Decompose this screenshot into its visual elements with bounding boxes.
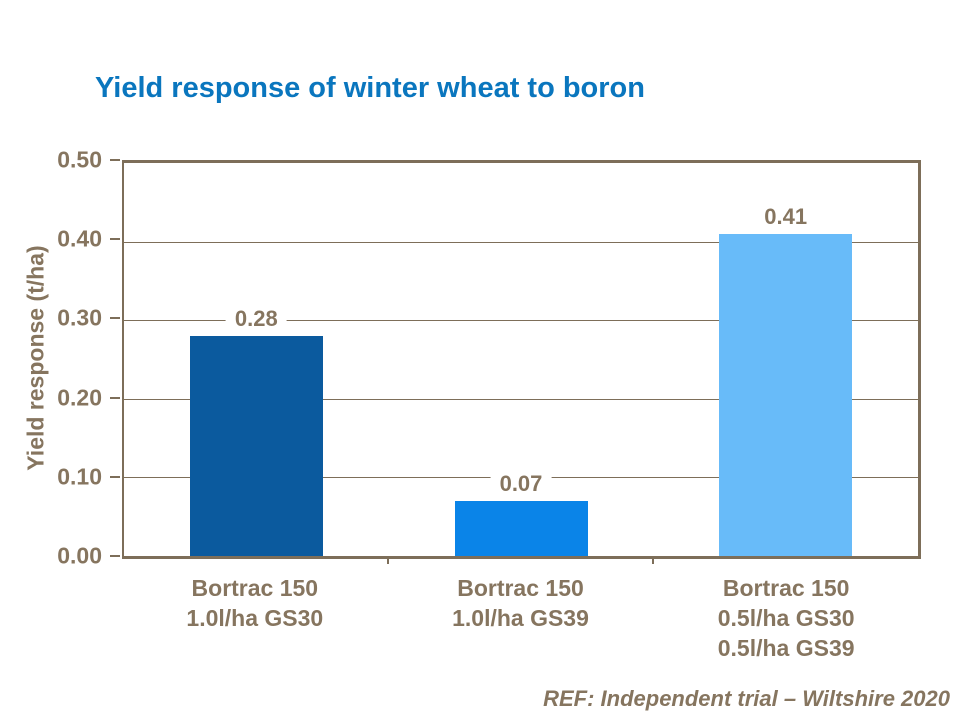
y-tick-label: 0.20 [57, 384, 102, 411]
y-tick-label: 0.30 [57, 304, 102, 331]
y-tick-label: 0.50 [57, 146, 102, 173]
x-tick-mark [652, 556, 655, 564]
y-tick-mark [110, 555, 120, 557]
y-tick-label: 0.00 [57, 542, 102, 569]
bar-value-label: 0.07 [490, 471, 552, 496]
chart-title: Yield response of winter wheat to boron [95, 72, 645, 104]
category-label: Bortrac 150 0.5l/ha GS30 0.5l/ha GS39 [717, 575, 855, 661]
bar-value-label: 0.28 [225, 306, 287, 331]
y-tick-label: 0.40 [57, 225, 102, 252]
y-tick-mark [110, 159, 120, 161]
y-axis-title: Yield response (t/ha) [22, 245, 49, 471]
category-label: Bortrac 150 1.0l/ha GS39 [452, 575, 589, 631]
y-tick-mark [110, 238, 120, 241]
gridline [124, 398, 918, 400]
plot-area: 0.28 0.07 0.41 [122, 160, 921, 559]
y-tick-mark [110, 317, 120, 320]
y-tick-mark [110, 475, 120, 478]
bar [189, 335, 323, 556]
reference-note: REF: Independent trial – Wiltshire 2020 [543, 686, 950, 711]
x-tick-mark [386, 556, 389, 564]
bar [719, 233, 853, 556]
bar [454, 500, 588, 556]
gridline [124, 241, 918, 243]
gridline [124, 320, 918, 322]
y-tick-label: 0.10 [57, 463, 102, 490]
category-label: Bortrac 150 1.0l/ha GS30 [186, 575, 324, 631]
bar-value-label: 0.41 [755, 204, 817, 229]
y-tick-mark [110, 396, 120, 399]
